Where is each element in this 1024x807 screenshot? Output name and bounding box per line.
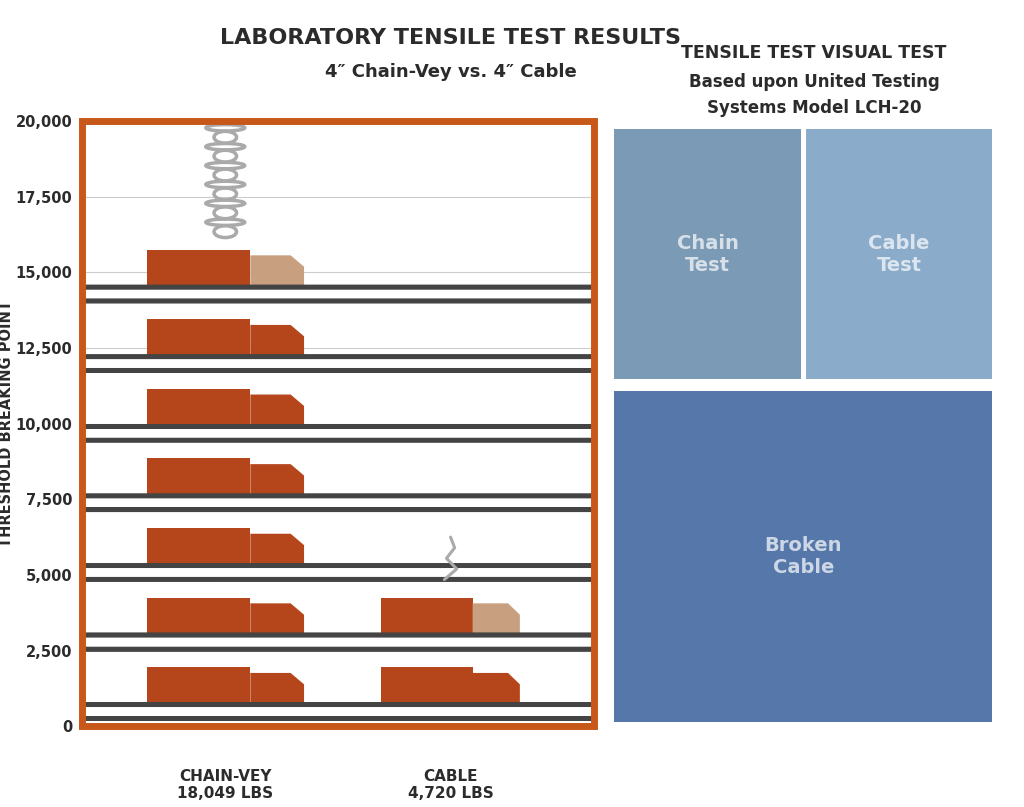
Circle shape bbox=[0, 633, 1024, 651]
Text: Systems Model LCH-20: Systems Model LCH-20 bbox=[707, 99, 922, 117]
Text: LABORATORY TENSILE TEST RESULTS: LABORATORY TENSILE TEST RESULTS bbox=[220, 28, 681, 48]
Circle shape bbox=[0, 563, 1024, 582]
Polygon shape bbox=[250, 533, 304, 566]
Circle shape bbox=[0, 638, 1024, 646]
Circle shape bbox=[0, 290, 1024, 298]
Polygon shape bbox=[473, 673, 520, 705]
Circle shape bbox=[0, 290, 1024, 298]
Bar bbox=[146, 389, 250, 427]
Bar bbox=[146, 249, 250, 287]
Circle shape bbox=[0, 424, 1024, 442]
Circle shape bbox=[0, 633, 1024, 651]
Circle shape bbox=[0, 499, 1024, 507]
Bar bbox=[146, 598, 250, 636]
Circle shape bbox=[0, 354, 1024, 373]
Circle shape bbox=[0, 499, 1024, 507]
Circle shape bbox=[0, 494, 1024, 512]
Circle shape bbox=[0, 633, 1024, 651]
Circle shape bbox=[0, 633, 1024, 651]
Circle shape bbox=[0, 424, 1024, 442]
Bar bbox=[353, 583, 548, 726]
Polygon shape bbox=[250, 395, 304, 427]
Circle shape bbox=[0, 633, 1024, 651]
Bar bbox=[146, 320, 250, 358]
Polygon shape bbox=[250, 255, 304, 287]
Circle shape bbox=[0, 499, 1024, 507]
Y-axis label: THRESHOLD BREAKING POINT: THRESHOLD BREAKING POINT bbox=[0, 300, 14, 547]
Circle shape bbox=[0, 638, 1024, 646]
Circle shape bbox=[0, 429, 1024, 437]
Circle shape bbox=[0, 359, 1024, 368]
Text: 4″ Chain-Vey vs. 4″ Cable: 4″ Chain-Vey vs. 4″ Cable bbox=[325, 63, 577, 81]
Circle shape bbox=[0, 568, 1024, 576]
Circle shape bbox=[0, 494, 1024, 512]
Circle shape bbox=[0, 354, 1024, 373]
Bar bbox=[146, 528, 250, 566]
Circle shape bbox=[0, 708, 1024, 716]
Circle shape bbox=[0, 429, 1024, 437]
Bar bbox=[128, 180, 323, 726]
Bar bbox=[146, 458, 250, 496]
Polygon shape bbox=[250, 464, 304, 496]
Text: Chain
Test: Chain Test bbox=[677, 234, 738, 274]
Bar bbox=[381, 667, 473, 705]
Circle shape bbox=[0, 285, 1024, 303]
Circle shape bbox=[0, 285, 1024, 303]
Circle shape bbox=[0, 708, 1024, 716]
Circle shape bbox=[0, 424, 1024, 442]
Circle shape bbox=[0, 702, 1024, 721]
Circle shape bbox=[0, 702, 1024, 721]
Bar bbox=[381, 598, 473, 636]
Circle shape bbox=[0, 359, 1024, 368]
Polygon shape bbox=[250, 604, 304, 636]
Circle shape bbox=[0, 359, 1024, 368]
Text: Cable
Test: Cable Test bbox=[868, 234, 930, 274]
Text: CABLE
4,720 LBS: CABLE 4,720 LBS bbox=[408, 768, 494, 801]
Polygon shape bbox=[250, 673, 304, 705]
Text: Based upon United Testing: Based upon United Testing bbox=[689, 73, 939, 90]
Bar bbox=[146, 667, 250, 705]
Circle shape bbox=[0, 702, 1024, 721]
Circle shape bbox=[0, 708, 1024, 716]
Text: TENSILE TEST VISUAL TEST: TENSILE TEST VISUAL TEST bbox=[681, 44, 947, 62]
Circle shape bbox=[0, 708, 1024, 716]
Circle shape bbox=[0, 702, 1024, 721]
Text: CHAIN-VEY
18,049 LBS: CHAIN-VEY 18,049 LBS bbox=[177, 768, 273, 801]
Circle shape bbox=[0, 354, 1024, 373]
Circle shape bbox=[0, 563, 1024, 582]
Circle shape bbox=[0, 638, 1024, 646]
Circle shape bbox=[0, 429, 1024, 437]
Circle shape bbox=[0, 702, 1024, 721]
Circle shape bbox=[0, 708, 1024, 716]
Text: Broken
Cable: Broken Cable bbox=[765, 537, 842, 577]
Circle shape bbox=[0, 290, 1024, 298]
Circle shape bbox=[0, 285, 1024, 303]
Circle shape bbox=[0, 702, 1024, 721]
Circle shape bbox=[0, 563, 1024, 582]
Circle shape bbox=[0, 568, 1024, 576]
Circle shape bbox=[0, 568, 1024, 576]
Polygon shape bbox=[473, 604, 520, 636]
Circle shape bbox=[0, 638, 1024, 646]
Circle shape bbox=[0, 638, 1024, 646]
Circle shape bbox=[0, 638, 1024, 646]
Circle shape bbox=[0, 494, 1024, 512]
Circle shape bbox=[0, 633, 1024, 651]
Polygon shape bbox=[250, 325, 304, 358]
Circle shape bbox=[0, 708, 1024, 716]
